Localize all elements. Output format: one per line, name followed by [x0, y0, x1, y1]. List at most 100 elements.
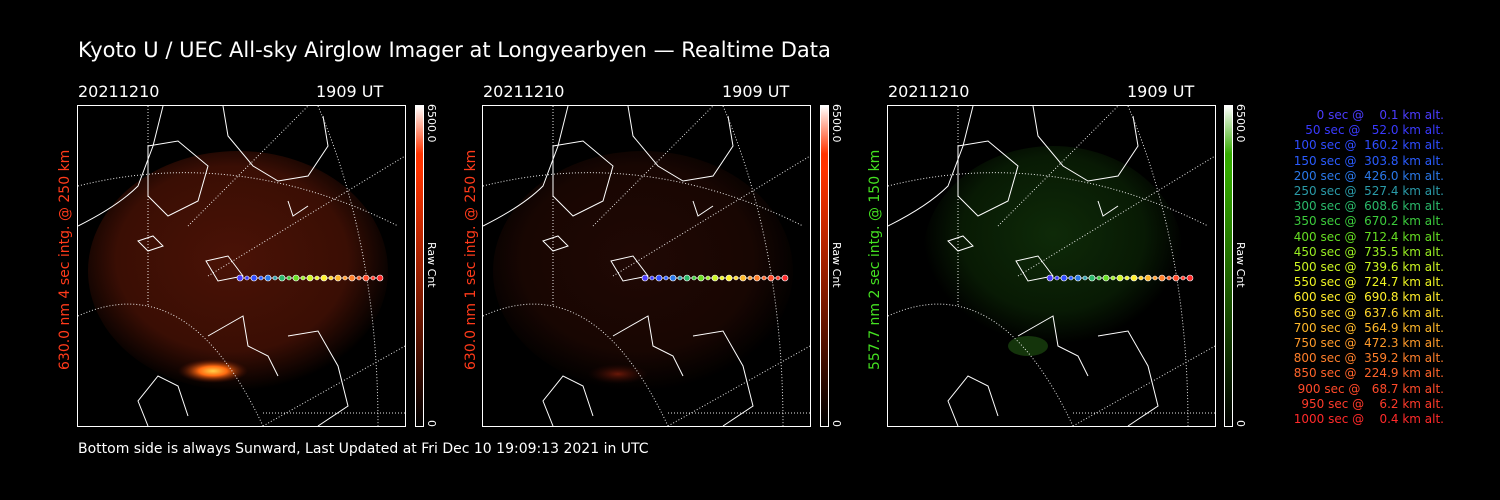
trajectory-dot [258, 275, 264, 281]
trajectory-dot [655, 274, 663, 282]
trajectory-dot [1166, 275, 1172, 281]
legend-entry: 350 sec @ 670.2 km alt. [1289, 214, 1444, 229]
airglow-field [88, 151, 388, 391]
legend-entry: 750 sec @ 472.3 km alt. [1289, 336, 1444, 351]
panel-2-map-svg [483, 106, 810, 426]
trajectory-dot [334, 274, 342, 282]
trajectory-dot [711, 274, 719, 282]
trajectory-dot [733, 275, 739, 281]
coastline [137, 375, 189, 426]
trajectory-dot [641, 274, 649, 282]
trajectory-dot [767, 274, 775, 282]
trajectory-dot [1172, 274, 1180, 282]
coastline [947, 375, 999, 426]
trajectory-dot [370, 275, 376, 281]
legend-entry: 500 sec @ 739.6 km alt. [1289, 260, 1444, 275]
trajectory-dot [244, 275, 250, 281]
graticule [667, 345, 810, 426]
graticule [262, 345, 405, 426]
trajectory-dot [342, 275, 348, 281]
trajectory-dot [747, 275, 753, 281]
trajectory-dot [1074, 274, 1082, 282]
graticule [187, 106, 309, 227]
trajectory-dot [362, 274, 370, 282]
trajectory-dot [761, 275, 767, 281]
panel-3-colorbar [1224, 105, 1233, 427]
panel-2-date: 20211210 [483, 82, 565, 101]
panel-1-colorbar [415, 105, 424, 427]
trajectory-dots [1046, 274, 1194, 282]
trajectory-dot [1046, 274, 1054, 282]
graticule [722, 106, 784, 426]
trajectory-dot [677, 275, 683, 281]
aurora-bright-spot [178, 359, 248, 383]
trajectory-dot [278, 274, 286, 282]
legend-entry: 150 sec @ 303.8 km alt. [1289, 153, 1444, 168]
legend-entry: 300 sec @ 608.6 km alt. [1289, 199, 1444, 214]
legend-entry: 100 sec @ 160.2 km alt. [1289, 138, 1444, 153]
panel-3-map-svg [888, 106, 1215, 426]
footer-status: Bottom side is always Sunward, Last Upda… [78, 441, 649, 457]
legend-entry: 400 sec @ 712.4 km alt. [1289, 229, 1444, 244]
panel-3-date: 20211210 [888, 82, 970, 101]
panel-2-allsky-image [482, 105, 811, 427]
panel-1-side-label: 630.0 nm 4 sec intg. @ 250 km [57, 149, 73, 370]
coastline [78, 106, 164, 227]
panel-2-colorbar [820, 105, 829, 427]
trajectory-dot [300, 275, 306, 281]
island [947, 235, 974, 252]
trajectory-dot [1144, 274, 1152, 282]
panel-3-cbar-unit: Raw Cnt [1234, 242, 1247, 288]
trajectory-dot [328, 275, 334, 281]
legend-entry: 550 sec @ 724.7 km alt. [1289, 275, 1444, 290]
trajectory-dot [1158, 274, 1166, 282]
legend-entry: 850 sec @ 224.9 km alt. [1289, 366, 1444, 381]
graticule [1127, 106, 1189, 426]
trajectory-dots [236, 274, 384, 282]
graticule [78, 172, 399, 227]
panel-2-side-label: 630.0 nm 1 sec intg. @ 250 km [463, 149, 479, 370]
trajectory-dot [250, 274, 258, 282]
panel-1-date: 20211210 [78, 82, 160, 101]
graticule [207, 155, 405, 277]
trajectory-dot [348, 274, 356, 282]
trajectory-legend: 0 sec @ 0.1 km alt. 50 sec @ 52.0 km alt… [1262, 108, 1444, 427]
panel-1-map-svg [78, 106, 405, 426]
panel-1-cbar-min: 0 [425, 420, 438, 427]
aurora-spot [588, 364, 648, 384]
trajectory-dot [356, 275, 362, 281]
legend-entry: 700 sec @ 564.9 km alt. [1289, 320, 1444, 335]
panel-2-cbar-unit: Raw Cnt [830, 242, 843, 288]
airglow-field [923, 146, 1183, 366]
trajectory-dot [236, 274, 244, 282]
legend-entry: 0 sec @ 0.1 km alt. [1305, 108, 1444, 122]
graticule [483, 303, 669, 426]
trajectory-dot [1116, 274, 1124, 282]
svalbard [205, 255, 244, 282]
trajectory-dot [691, 275, 697, 281]
trajectory-dot [705, 275, 711, 281]
trajectory-dot [1152, 275, 1158, 281]
coastline [1097, 200, 1119, 217]
trajectory-dot [1180, 275, 1186, 281]
trajectory-dot [739, 274, 747, 282]
legend-entry: 650 sec @ 637.6 km alt. [1289, 305, 1444, 320]
trajectory-dot [1054, 275, 1060, 281]
panel-2-cbar-max: 6500.0 [830, 104, 843, 143]
trajectory-dot [669, 274, 677, 282]
legend-entry: 1000 sec @ 0.4 km alt. [1293, 412, 1444, 427]
trajectory-dot [1138, 275, 1144, 281]
trajectory-dot [376, 274, 384, 282]
panel-3-allsky-image [887, 105, 1216, 427]
coastline [1032, 106, 1139, 182]
panel-3-cbar-min: 0 [1234, 420, 1247, 427]
coastline [207, 315, 279, 377]
panel-1-cbar-max: 6500.0 [425, 104, 438, 143]
page-title: Kyoto U / UEC All-sky Airglow Imager at … [78, 38, 831, 62]
trajectory-dot [1082, 275, 1088, 281]
trajectory-dot [753, 274, 761, 282]
graticule [317, 106, 379, 426]
legend-entry: 900 sec @ 68.7 km alt. [1293, 381, 1444, 396]
legend-entry: 50 sec @ 52.0 km alt. [1297, 123, 1444, 138]
graticule [888, 303, 1074, 426]
